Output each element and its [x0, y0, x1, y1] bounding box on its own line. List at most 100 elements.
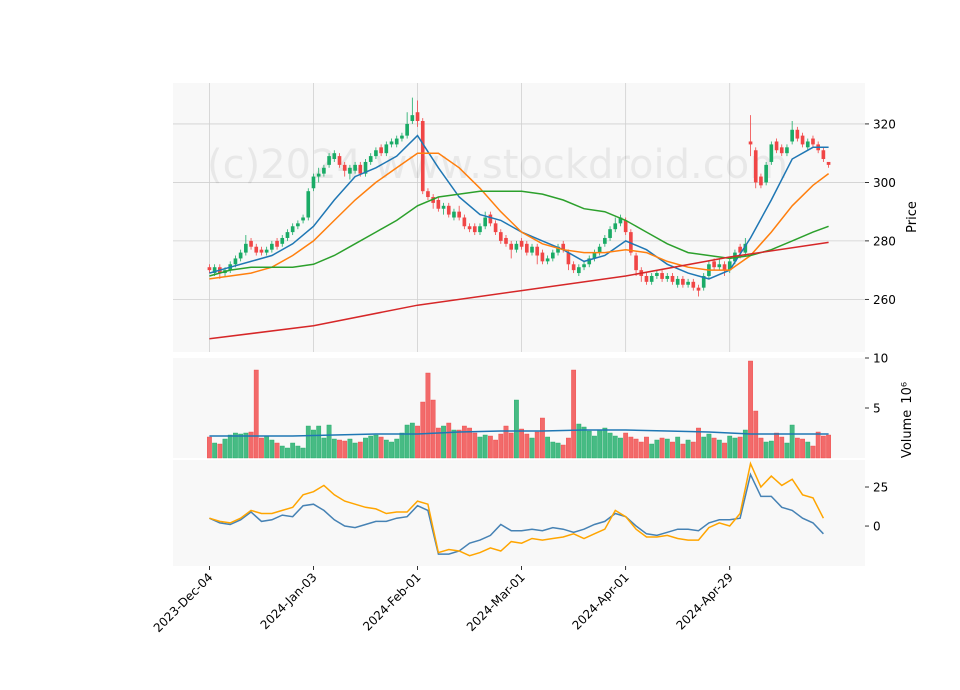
candle-body	[233, 258, 238, 265]
volume-bar	[592, 435, 597, 459]
candle-body	[623, 220, 628, 233]
line	[209, 429, 829, 437]
candle-body	[285, 232, 290, 238]
candle-body	[540, 252, 545, 262]
candle-body	[238, 252, 243, 259]
volume-bar	[207, 436, 212, 459]
candle-body	[603, 237, 607, 244]
y-tick-label: 320	[873, 117, 896, 131]
candle-body	[561, 243, 566, 250]
candle-body	[785, 147, 789, 154]
line	[209, 472, 824, 555]
volume-bar	[727, 435, 733, 459]
x-tick-label: 2024-Feb-01	[360, 570, 423, 633]
volume-bar	[482, 434, 488, 459]
volume-bar	[701, 436, 707, 459]
volume-bar	[409, 422, 415, 459]
candle-body	[597, 246, 602, 253]
volume-bar	[670, 441, 675, 459]
volume-bar	[472, 432, 478, 459]
candle-body	[592, 252, 597, 259]
candle-body	[212, 267, 217, 274]
watermark: (c)2024 www.stockdroid.com	[207, 142, 788, 188]
volume-bar	[451, 429, 457, 459]
volume-bar	[212, 442, 218, 459]
y-tick-label: 300	[873, 176, 896, 190]
volume-bar	[768, 440, 774, 459]
candle-body	[805, 141, 810, 148]
y-axis-label: Price	[905, 201, 920, 233]
candle-body	[410, 115, 415, 122]
volume-bar	[597, 429, 603, 459]
volume-bar	[420, 401, 426, 459]
volume-bar	[612, 435, 618, 459]
candle-body	[613, 223, 618, 230]
candle-body	[608, 229, 612, 238]
candle-body	[514, 243, 519, 250]
candle-body	[743, 243, 748, 253]
volume-scale: 10⁶	[900, 382, 915, 404]
volume-bar	[711, 437, 717, 459]
volume-bar	[810, 445, 816, 459]
candle-body	[441, 205, 446, 209]
candle-body	[696, 287, 701, 291]
volume-bar	[716, 439, 722, 459]
candle-body	[478, 226, 482, 233]
candle-body	[826, 161, 831, 165]
volume-bar	[389, 441, 394, 459]
volume-bar	[461, 425, 467, 459]
volume-bar	[737, 436, 743, 459]
y-tick-label: 0	[873, 520, 881, 534]
x-tick-label: 2023-Dec-04	[151, 570, 216, 635]
volume-bar	[633, 438, 639, 459]
candle-body	[811, 138, 815, 145]
line	[209, 241, 829, 340]
volume-bar	[602, 427, 608, 459]
volume-bar	[498, 433, 504, 459]
volume-bar	[581, 426, 587, 459]
candle-body	[457, 211, 461, 218]
volume-bar	[732, 437, 738, 459]
candle-body	[519, 240, 524, 247]
volume-bar	[690, 441, 696, 459]
candle-body	[270, 243, 274, 250]
volume-bar	[779, 436, 785, 459]
volume-bar	[529, 437, 535, 459]
volume-bar	[233, 432, 238, 459]
candle-body	[327, 156, 331, 165]
candle-body	[790, 129, 794, 142]
candle-body	[655, 273, 659, 276]
volume-bar	[383, 439, 389, 459]
volume-bar	[675, 436, 681, 459]
volume-bar	[227, 434, 233, 459]
candle-body	[259, 249, 264, 253]
volume-bar	[222, 438, 228, 459]
candle-body	[446, 205, 451, 215]
candle-body	[306, 191, 311, 218]
candle-body	[400, 135, 404, 139]
candle-body	[681, 278, 685, 285]
candle-body	[530, 246, 534, 253]
line	[209, 152, 830, 280]
candle-body	[550, 252, 555, 259]
candle-body	[264, 249, 269, 253]
volume-bar	[425, 372, 431, 459]
volume-bar	[774, 432, 779, 459]
line	[209, 190, 829, 277]
volume-bar	[680, 443, 686, 459]
candle-body	[379, 147, 383, 154]
candle-body	[254, 246, 259, 253]
candle-body	[342, 164, 347, 171]
volume-bar	[331, 438, 337, 459]
candle-body	[337, 156, 342, 165]
volume-bar	[508, 432, 514, 459]
candle-body	[582, 264, 586, 268]
volume-bar	[685, 439, 691, 459]
volume-bar	[758, 437, 764, 459]
indicator-panel	[173, 460, 865, 566]
volume-bar	[742, 429, 748, 459]
candle-body	[358, 164, 363, 174]
volume-bar	[357, 441, 363, 459]
volume-bar	[435, 427, 441, 459]
